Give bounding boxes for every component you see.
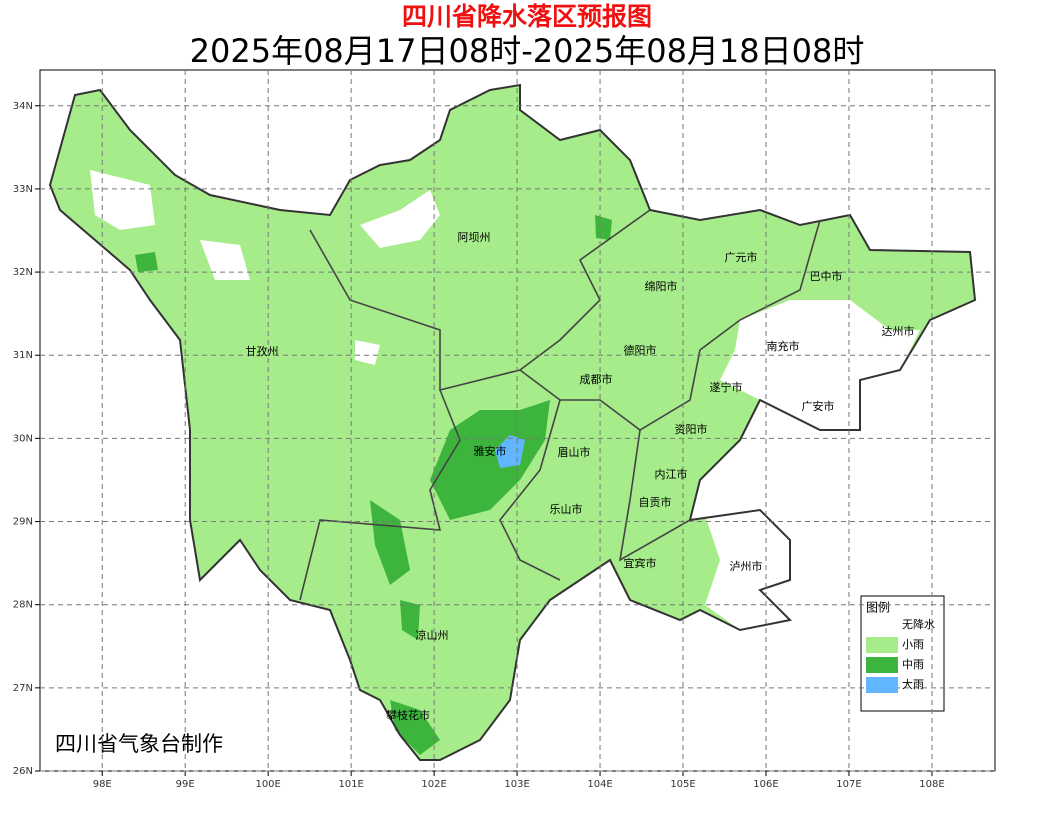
region-label: 德阳市 <box>624 343 657 357</box>
region-label: 巴中市 <box>810 269 843 283</box>
region-border <box>499 399 561 581</box>
y-tick-label: 28N <box>13 600 33 611</box>
region-label: 内江市 <box>655 467 688 481</box>
legend-title: 图例 <box>866 601 890 615</box>
region-label: 雅安市 <box>474 444 507 458</box>
legend-label: 无降水 <box>902 617 935 631</box>
legend: 图例 <box>860 595 945 712</box>
x-tick-label: 104E <box>587 779 612 790</box>
y-tick-label: 26N <box>13 766 33 777</box>
region-label: 达州市 <box>882 324 915 338</box>
x-tick-label: 105E <box>670 779 695 790</box>
legend-swatch <box>866 677 898 693</box>
subtitle: 2025年08月17日08时-2025年08月18日08时 <box>190 32 865 70</box>
region-label: 广元市 <box>725 250 758 264</box>
map <box>48 83 977 761</box>
y-tick-label: 29N <box>13 517 33 528</box>
x-tick-label: 107E <box>836 779 861 790</box>
y-tick-label: 30N <box>13 433 33 444</box>
no-rain-area <box>360 190 440 248</box>
no-rain-area <box>355 340 380 365</box>
legend-label: 小雨 <box>902 638 924 651</box>
region-label: 宜宾市 <box>624 556 657 570</box>
title: 四川省降水落区预报图 <box>402 2 652 31</box>
region-label: 阿坝州 <box>458 230 491 244</box>
legend-box <box>860 595 945 712</box>
region-label: 甘孜州 <box>246 344 279 358</box>
region-label: 南充市 <box>767 339 800 353</box>
no-rain-area <box>90 170 155 230</box>
y-tick-label: 34N <box>13 101 33 112</box>
province-border <box>48 83 977 761</box>
region-label: 遂宁市 <box>710 380 743 394</box>
x-tick-label: 102E <box>421 779 446 790</box>
region-border <box>299 389 461 601</box>
region-label: 攀枝花市 <box>386 708 430 722</box>
legend-label: 中雨 <box>902 658 924 671</box>
region-label: 绵阳市 <box>645 279 678 293</box>
moderate-rain-area <box>400 600 420 640</box>
x-tick-label: 100E <box>255 779 280 790</box>
region-label: 资阳市 <box>675 422 708 436</box>
x-tick-label: 98E <box>93 779 112 790</box>
legend-swatch <box>866 657 898 673</box>
legend-swatch <box>866 617 898 633</box>
no-rain-area <box>720 300 920 430</box>
moderate-rain-area <box>135 252 158 272</box>
x-tick-label: 101E <box>338 779 363 790</box>
y-tick-label: 27N <box>13 683 33 694</box>
legend-label: 大雨 <box>902 677 924 691</box>
y-tick-label: 32N <box>13 267 33 278</box>
no-rain-area <box>200 240 250 280</box>
region-label: 成都市 <box>580 372 613 386</box>
region-label: 广安市 <box>802 399 835 413</box>
moderate-rain-area <box>390 700 440 755</box>
y-tick-label: 31N <box>13 350 33 361</box>
region-label: 自贡市 <box>639 495 672 509</box>
legend-swatch <box>866 637 898 653</box>
region-label: 泸州市 <box>730 559 763 573</box>
x-tick-label: 106E <box>753 779 778 790</box>
region-label: 凉山州 <box>416 628 449 642</box>
moderate-rain-area <box>595 215 612 240</box>
x-tick-label: 99E <box>176 779 195 790</box>
region-label: 乐山市 <box>550 502 583 516</box>
region-border <box>618 429 691 562</box>
x-tick-label: 108E <box>919 779 944 790</box>
region-label: 眉山市 <box>558 445 591 459</box>
credit: 四川省气象台制作 <box>55 732 223 756</box>
x-tick-label: 103E <box>504 779 529 790</box>
y-tick-label: 33N <box>13 184 33 195</box>
region-border <box>519 219 821 431</box>
moderate-rain-area <box>430 400 550 520</box>
